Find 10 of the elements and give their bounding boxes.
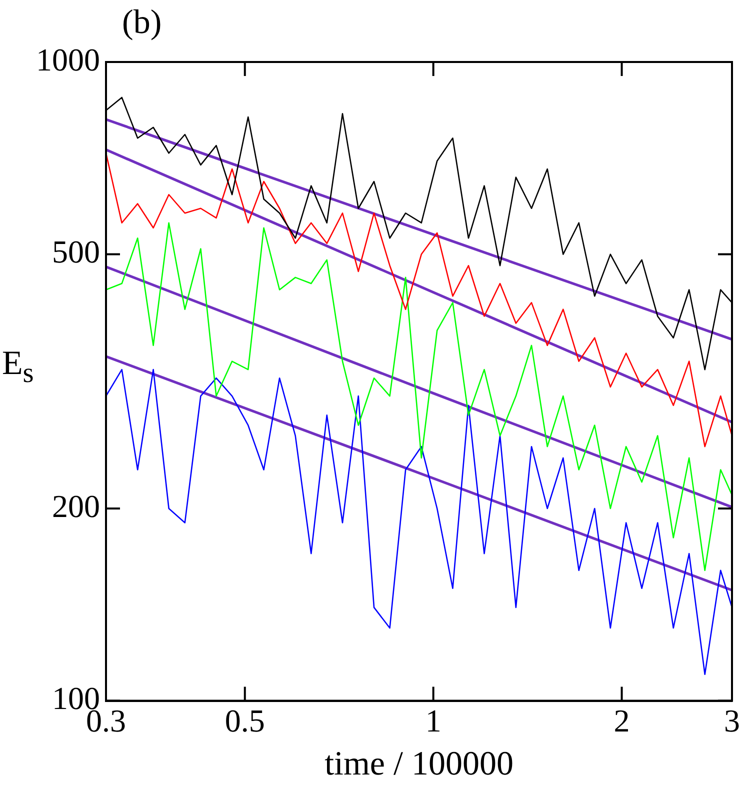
y-tick-label: 200 <box>52 488 100 524</box>
y-tick-label: 500 <box>52 234 100 270</box>
x-tick-label: 3 <box>724 702 740 738</box>
x-tick-label: 2 <box>614 702 630 738</box>
chart-title: (b) <box>122 4 162 42</box>
y-axis-title: E$_{s}$ <box>2 345 34 390</box>
y-tick-label: 1000 <box>36 41 100 78</box>
x-tick-label: 0.5 <box>224 702 265 738</box>
x-axis-title: time / 100000 <box>324 746 514 783</box>
x-tick-label: 1 <box>425 702 442 738</box>
